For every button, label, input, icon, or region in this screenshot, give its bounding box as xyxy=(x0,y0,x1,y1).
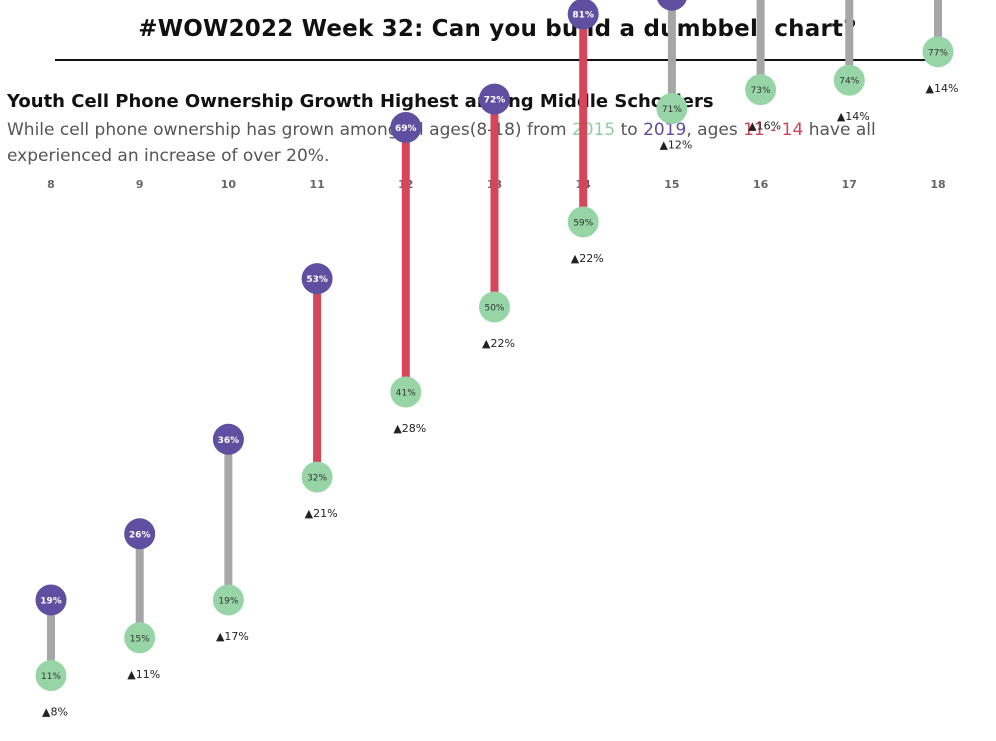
dot-2015-15 xyxy=(656,93,688,125)
dot-2019-15 xyxy=(657,0,687,11)
subtitle-text-1: While cell phone ownership has grown amo… xyxy=(7,120,572,140)
change-label-10: ▲17% xyxy=(216,630,249,643)
dot-2015-17 xyxy=(833,64,865,96)
dot-2019-14 xyxy=(567,0,599,30)
change-label-13: ▲22% xyxy=(482,337,515,350)
value-label-2019-10: 36% xyxy=(218,436,240,446)
x-axis-label-16: 16 xyxy=(753,178,769,191)
value-label-2015-15: 71% xyxy=(662,105,682,115)
dot-2015-18 xyxy=(922,36,954,68)
value-label-2015-13: 50% xyxy=(484,304,504,314)
value-label-2019-14: 81% xyxy=(572,11,594,21)
subtitle-text-4: have all experienced an increase of over… xyxy=(7,120,876,166)
value-label-2019-11: 53% xyxy=(306,275,328,285)
change-label-14: ▲22% xyxy=(571,252,604,265)
value-label-2015-17: 74% xyxy=(839,77,859,87)
dot-2015-9 xyxy=(124,622,156,654)
x-axis-label-18: 18 xyxy=(930,178,945,191)
dashboard-title: #WOW2022 Week 32: Can you build a dumbbe… xyxy=(138,16,857,42)
value-label-2019-9: 26% xyxy=(129,530,151,540)
dot-2015-13 xyxy=(479,291,510,323)
dot-2015-16 xyxy=(745,74,777,106)
subtitle-text-2: to xyxy=(615,120,644,140)
value-label-2019-15: 83% xyxy=(661,0,683,2)
subtitle-year-2019: 2019 xyxy=(643,120,687,140)
value-label-2015-9: 15% xyxy=(130,634,150,644)
dot-2019-11 xyxy=(301,263,333,295)
x-axis-label-8: 8 xyxy=(47,178,55,191)
value-label-2015-10: 19% xyxy=(218,596,238,606)
change-label-18: ▲14% xyxy=(926,82,959,95)
dot-2019-10 xyxy=(212,423,244,455)
change-label-12: ▲28% xyxy=(393,422,426,435)
value-label-2015-16: 73% xyxy=(751,86,771,96)
x-axis-label-17: 17 xyxy=(842,178,857,191)
dot-2015-8 xyxy=(35,660,67,692)
value-label-2015-12: 41% xyxy=(396,389,416,399)
change-label-16: ▲16% xyxy=(748,120,781,133)
value-label-2015-11: 32% xyxy=(307,474,327,484)
dot-2019-13 xyxy=(479,83,510,115)
x-axis-label-10: 10 xyxy=(221,178,237,191)
chart-title: Youth Cell Phone Ownership Growth Highes… xyxy=(7,91,714,112)
value-label-2019-12: 69% xyxy=(395,124,417,134)
value-label-2019-13: 72% xyxy=(484,96,506,106)
dot-2019-9 xyxy=(124,518,156,550)
x-axis-label-9: 9 xyxy=(136,178,144,191)
subtitle-highlight-ages: 11 - 14 xyxy=(743,120,804,140)
change-label-8: ▲8% xyxy=(42,706,68,719)
change-label-9: ▲11% xyxy=(127,668,160,681)
change-label-17: ▲14% xyxy=(837,110,870,123)
title-divider xyxy=(55,59,939,61)
value-label-2015-8: 11% xyxy=(41,672,61,682)
dot-2015-14 xyxy=(567,206,599,238)
dot-2019-8 xyxy=(35,584,67,616)
dot-2015-11 xyxy=(301,461,333,493)
dot-2015-10 xyxy=(212,584,244,616)
value-label-2015-18: 77% xyxy=(928,48,948,58)
dot-2019-12 xyxy=(390,111,422,143)
subtitle-text-3: , ages xyxy=(686,120,744,140)
change-label-11: ▲21% xyxy=(305,507,338,520)
dot-2015-12 xyxy=(390,376,422,408)
value-label-2019-8: 19% xyxy=(40,596,62,606)
chart-subtitle: While cell phone ownership has grown amo… xyxy=(7,117,967,169)
change-label-15: ▲12% xyxy=(659,139,692,152)
value-label-2015-14: 59% xyxy=(573,218,593,228)
x-axis-label-11: 11 xyxy=(309,178,324,191)
x-axis-label-15: 15 xyxy=(664,178,679,191)
